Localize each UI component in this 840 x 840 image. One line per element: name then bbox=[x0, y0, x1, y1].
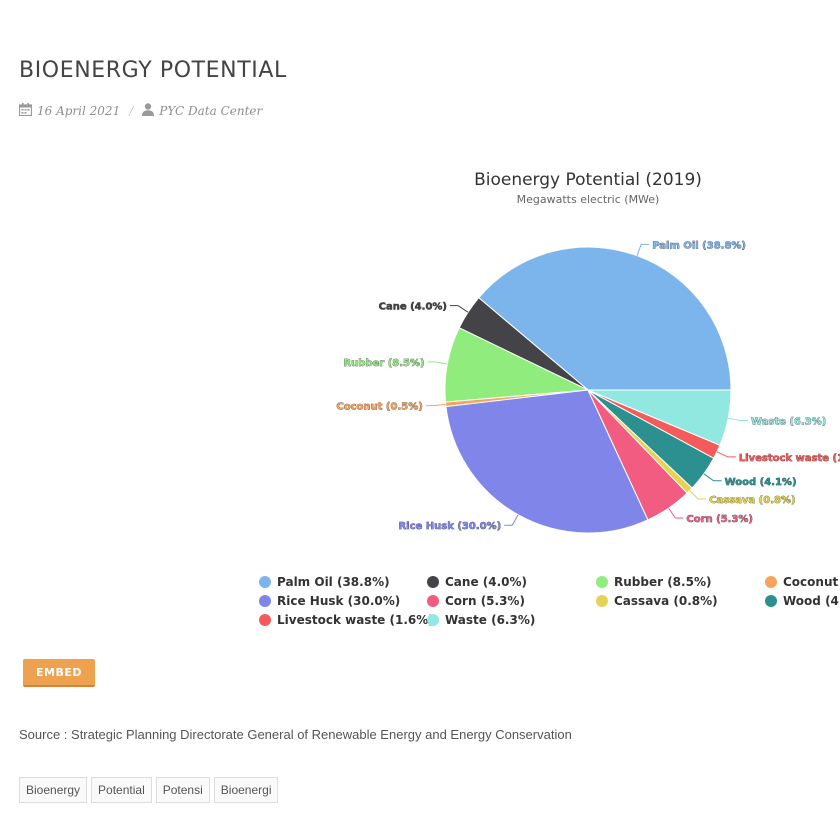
legend-item-cane[interactable]: Cane (4.0%) bbox=[427, 575, 527, 589]
data-label-connector bbox=[427, 361, 448, 365]
tag-list: Bioenergy Potential Potensi Bioenergi bbox=[19, 777, 282, 803]
data-label-cane: Cane (4.0%) bbox=[379, 302, 447, 313]
legend-swatch bbox=[259, 595, 271, 607]
legend-label: Livestock waste (1.6%) bbox=[277, 613, 434, 627]
tag-item[interactable]: Bioenergi bbox=[213, 777, 279, 803]
pie-chart: Bioenergy Potential (2019) Megawatts ele… bbox=[259, 170, 840, 627]
meta-separator: / bbox=[129, 104, 134, 118]
legend-item-waste[interactable]: Waste (6.3%) bbox=[427, 613, 535, 627]
data-label-connector bbox=[728, 417, 748, 421]
legend-label: Coconut (0.5%) bbox=[783, 575, 840, 589]
data-label-connector bbox=[703, 473, 722, 482]
user-icon bbox=[142, 103, 155, 119]
legend-swatch bbox=[765, 576, 777, 588]
legend-item-livestock-waste[interactable]: Livestock waste (1.6%) bbox=[259, 613, 434, 627]
legend-item-rice-husk[interactable]: Rice Husk (30.0%) bbox=[259, 594, 400, 608]
legend-label: Palm Oil (38.8%) bbox=[277, 575, 390, 589]
legend-swatch bbox=[427, 595, 439, 607]
tag-item[interactable]: Bioenergy bbox=[19, 777, 88, 803]
page-title: BIOENERGY POTENTIAL bbox=[19, 58, 287, 83]
legend-item-cassava[interactable]: Cassava (0.8%) bbox=[596, 594, 718, 608]
legend-item-wood[interactable]: Wood (4.1%) bbox=[765, 594, 840, 608]
data-label-livestock-waste: Livestock waste (1.6%) bbox=[739, 453, 840, 464]
legend-label: Rubber (8.5%) bbox=[614, 575, 711, 589]
data-label-rubber: Rubber (8.5%) bbox=[343, 358, 424, 369]
legend-label: Corn (5.3%) bbox=[445, 594, 525, 608]
data-label-wood: Wood (4.1%) bbox=[725, 477, 797, 488]
data-label-coconut: Coconut (0.5%) bbox=[336, 402, 422, 413]
legend-item-coconut[interactable]: Coconut (0.5%) bbox=[765, 575, 840, 589]
data-label-connector bbox=[716, 451, 736, 458]
post-author[interactable]: PYC Data Center bbox=[159, 104, 263, 118]
legend-label: Cane (4.0%) bbox=[445, 575, 527, 589]
legend-swatch bbox=[765, 595, 777, 607]
legend-label: Rice Husk (30.0%) bbox=[277, 594, 400, 608]
data-label-rice-husk: Rice Husk (30.0%) bbox=[398, 521, 501, 532]
legend-item-rubber[interactable]: Rubber (8.5%) bbox=[596, 575, 711, 589]
chart-container: Bioenergy Potential (2019) Megawatts ele… bbox=[0, 160, 840, 640]
pie-slice-palm-oil[interactable] bbox=[478, 246, 732, 391]
tag-item[interactable]: Potential bbox=[91, 777, 152, 803]
source-text: Source : Strategic Planning Directorate … bbox=[19, 727, 572, 742]
legend-label: Waste (6.3%) bbox=[445, 613, 535, 627]
data-label-connector bbox=[668, 507, 684, 519]
embed-button[interactable]: EMBED bbox=[23, 659, 95, 687]
legend-swatch bbox=[427, 614, 439, 626]
legend-item-palm-oil[interactable]: Palm Oil (38.8%) bbox=[259, 575, 390, 589]
chart-title: Bioenergy Potential (2019) bbox=[474, 170, 702, 190]
data-label-connector bbox=[450, 305, 469, 313]
post-meta: 16 April 2021 / PYC Data Center bbox=[18, 103, 263, 119]
data-label-connector bbox=[636, 243, 650, 256]
legend-label: Cassava (0.8%) bbox=[614, 594, 718, 608]
legend-label: Wood (4.1%) bbox=[783, 594, 840, 608]
legend-swatch bbox=[596, 576, 608, 588]
legend-swatch bbox=[259, 576, 271, 588]
data-label-cassava: Cassava (0.8%) bbox=[709, 495, 795, 506]
data-label-connector bbox=[689, 490, 707, 500]
chart-subtitle: Megawatts electric (MWe) bbox=[517, 193, 660, 206]
post-date: 16 April 2021 bbox=[37, 104, 121, 118]
data-label-waste: Waste (6.3%) bbox=[751, 417, 826, 428]
data-label-connector bbox=[504, 514, 519, 526]
data-label-corn: Corn (5.3%) bbox=[686, 514, 753, 525]
tag-item[interactable]: Potensi bbox=[155, 777, 210, 803]
calendar-icon bbox=[18, 103, 33, 119]
legend-swatch bbox=[596, 595, 608, 607]
legend-swatch bbox=[259, 614, 271, 626]
legend-item-corn[interactable]: Corn (5.3%) bbox=[427, 594, 525, 608]
data-label-palm-oil: Palm Oil (38.8%) bbox=[652, 240, 746, 251]
legend-swatch bbox=[427, 576, 439, 588]
data-label-connector bbox=[425, 403, 446, 407]
